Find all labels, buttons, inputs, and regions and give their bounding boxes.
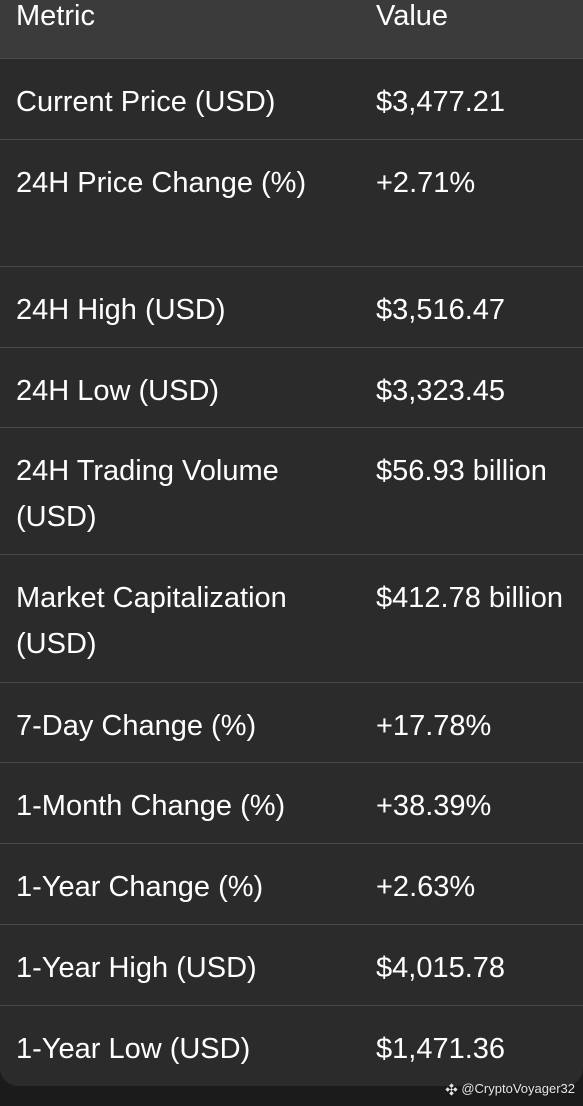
metric-cell: 1-Year Change (%) xyxy=(16,871,264,903)
metric-cell: 7-Day Change (%) xyxy=(16,710,257,742)
value-cell: +17.78% xyxy=(376,710,492,742)
value-cell: +2.63% xyxy=(376,871,476,903)
watermark-handle: @CryptoVoyager32 xyxy=(461,1081,575,1096)
metric-cell: 24H High (USD) xyxy=(16,294,226,326)
value-cell: $3,516.47 xyxy=(376,294,506,326)
table-row: 24H Low (USD) $3,323.45 xyxy=(0,347,583,427)
binance-logo-icon xyxy=(445,1082,458,1096)
value-cell: $3,477.21 xyxy=(376,86,506,118)
value-cell: $3,323.45 xyxy=(376,375,506,407)
metric-cell: 1-Year Low (USD) xyxy=(16,1033,251,1065)
value-cell: $1,471.36 xyxy=(376,1033,506,1065)
metric-cell: 1-Month Change (%) xyxy=(16,790,286,822)
value-cell: +2.71% xyxy=(376,167,476,199)
table-row: 1-Year Low (USD) $1,471.36 xyxy=(0,1005,583,1086)
table-row: 1-Year High (USD) $4,015.78 xyxy=(0,924,583,1005)
table-row: Market Capitalization (USD) $412.78 bill… xyxy=(0,554,583,682)
metric-cell: Market Capitalization (USD) xyxy=(16,582,287,660)
table-row: 1-Year Change (%) +2.63% xyxy=(0,843,583,924)
watermark: @CryptoVoyager32 xyxy=(445,1079,575,1099)
value-cell: $4,015.78 xyxy=(376,952,506,984)
metric-cell: 24H Low (USD) xyxy=(16,375,220,407)
column-header-metric: Metric xyxy=(16,0,95,32)
metric-cell: 24H Trading Volume (USD) xyxy=(16,455,279,533)
table-row: 24H Trading Volume (USD) $56.93 billion xyxy=(0,427,583,554)
table-header: Metric Value xyxy=(0,0,583,58)
table-row: 24H Price Change (%) +2.71% xyxy=(0,139,583,266)
value-cell: +38.39% xyxy=(376,790,492,822)
metric-cell: 24H Price Change (%) xyxy=(16,167,307,199)
table-row: 24H High (USD) $3,516.47 xyxy=(0,266,583,347)
table-row: 7-Day Change (%) +17.78% xyxy=(0,682,583,762)
table-row: Current Price (USD) $3,477.21 xyxy=(0,58,583,139)
metric-cell: 1-Year High (USD) xyxy=(16,952,257,984)
table-row: 1-Month Change (%) +38.39% xyxy=(0,762,583,843)
value-cell: $56.93 billion xyxy=(376,455,547,487)
column-header-value: Value xyxy=(376,0,449,32)
metric-cell: Current Price (USD) xyxy=(16,86,276,118)
value-cell: $412.78 billion xyxy=(376,582,564,614)
